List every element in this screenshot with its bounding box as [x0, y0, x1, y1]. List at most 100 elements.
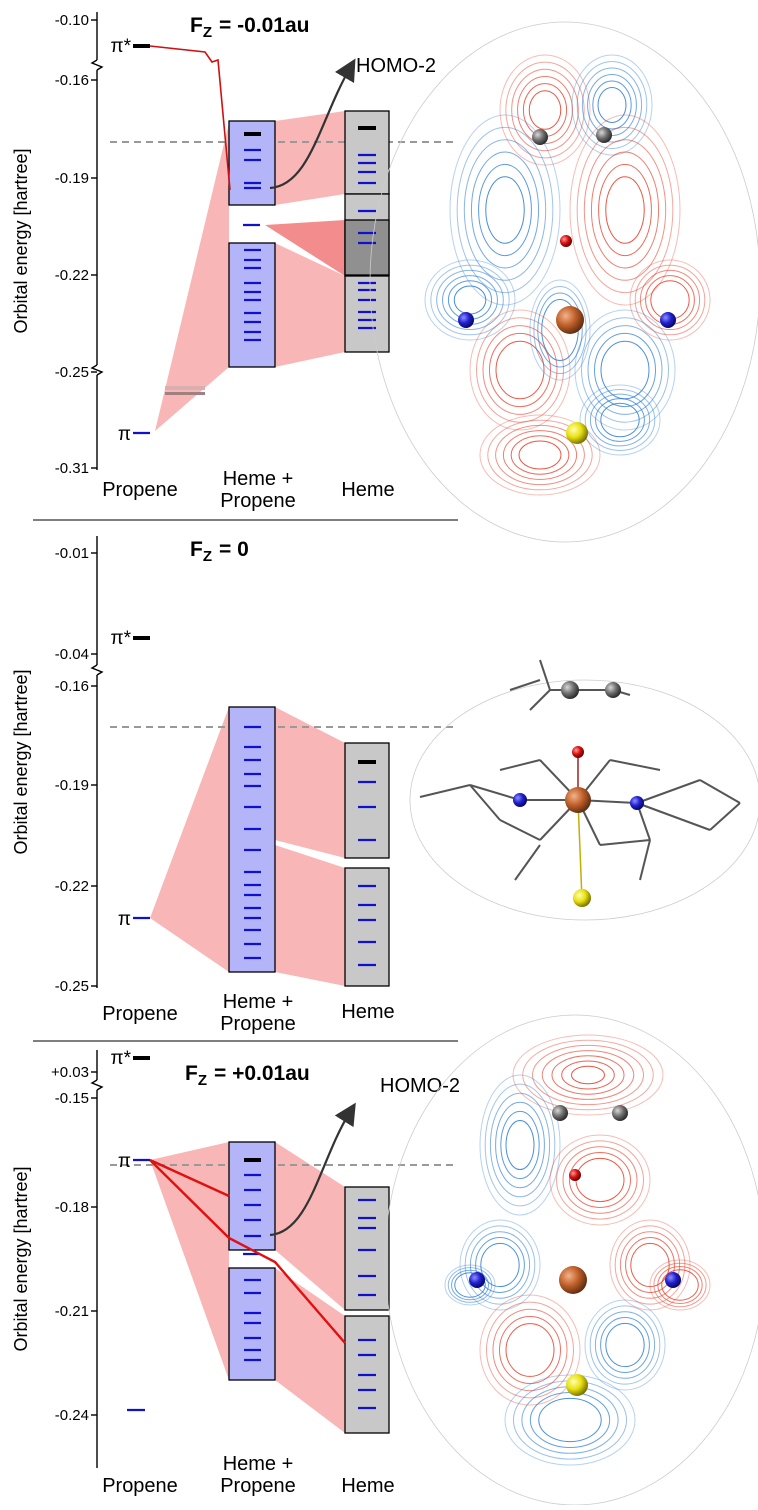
y-axis-label: Orbital energy [hartree] — [11, 148, 31, 333]
axis-break — [92, 60, 102, 70]
contour — [588, 75, 637, 136]
atom — [566, 1374, 588, 1396]
atom — [569, 1169, 581, 1181]
category-label: Heme — [341, 1475, 394, 1497]
energy-panel: π*π-0.01-0.04-0.16-0.19-0.22-0.25Orbital… — [11, 536, 458, 1035]
contour — [529, 91, 561, 130]
heme-box-dark — [345, 220, 389, 275]
contour — [519, 441, 561, 469]
atom — [573, 889, 591, 907]
contour — [506, 1324, 554, 1377]
panel-title: FZ = -0.01au — [190, 14, 309, 41]
page: π*π-0.10-0.16-0.19-0.22-0.25-0.31Orbital… — [0, 0, 758, 1505]
atom — [665, 1272, 681, 1288]
bond — [610, 760, 660, 770]
contour — [496, 1102, 545, 1187]
atom — [559, 1266, 587, 1294]
atom — [552, 1105, 568, 1121]
contour — [542, 1051, 634, 1100]
contour — [582, 68, 641, 142]
structure — [410, 660, 758, 920]
figure: π*π-0.10-0.16-0.19-0.22-0.25-0.31Orbital… — [0, 0, 758, 1505]
contour — [595, 1312, 654, 1379]
contour — [506, 1121, 534, 1170]
correlation-region — [275, 845, 345, 986]
bond — [500, 820, 540, 840]
atom — [560, 235, 572, 247]
y-tick-label: -0.25 — [55, 364, 89, 381]
y-tick-label: -0.22 — [55, 878, 89, 895]
y-axis-label: Orbital energy [hartree] — [11, 1166, 31, 1351]
contour — [479, 164, 532, 255]
atom — [605, 682, 621, 698]
bond — [700, 780, 740, 803]
atom — [566, 422, 588, 444]
contour — [530, 1393, 609, 1448]
title-value: = -0.01au — [219, 14, 309, 37]
contour — [570, 1153, 631, 1208]
correlation-line — [150, 46, 230, 190]
contour — [470, 310, 570, 430]
contour — [480, 1295, 580, 1405]
title-value: = +0.01au — [214, 1062, 310, 1085]
atom — [572, 746, 584, 758]
title-subscript: Z — [203, 24, 212, 41]
bond — [710, 803, 740, 830]
contour — [511, 436, 569, 474]
contour — [595, 333, 656, 406]
contour — [530, 280, 590, 380]
contour — [486, 177, 525, 244]
bond — [540, 660, 550, 690]
contour — [464, 140, 545, 281]
level-label: π — [118, 424, 131, 445]
category-label: Heme — [341, 1001, 394, 1023]
y-axis-label: Orbital energy [hartree] — [11, 669, 31, 854]
y-tick-label: -0.16 — [55, 678, 89, 695]
contour — [590, 394, 649, 446]
axis-break — [92, 1080, 102, 1090]
level-label: π* — [110, 36, 131, 57]
contour — [522, 1387, 618, 1454]
band-marker — [165, 386, 205, 390]
category-label: Propene — [102, 479, 178, 501]
contour — [591, 152, 658, 268]
y-tick-label: -0.25 — [55, 978, 89, 995]
contour — [601, 1318, 650, 1373]
y-tick-label: -0.19 — [55, 170, 89, 187]
axis-break — [92, 665, 102, 675]
contour — [601, 403, 639, 437]
correlation-region — [150, 707, 229, 972]
band-marker — [165, 392, 205, 395]
atom — [561, 681, 579, 699]
annotation: HOMO-2 — [356, 55, 436, 77]
category-label: Heme — [341, 479, 394, 501]
title-subscript: Z — [198, 1072, 207, 1089]
panel-title: FZ= 0 — [190, 538, 249, 565]
contour — [513, 1035, 663, 1115]
y-tick-label: -0.22 — [55, 267, 89, 284]
y-tick-label: -0.21 — [55, 1303, 89, 1320]
y-tick-label: -0.15 — [55, 1090, 89, 1107]
level-label: π* — [110, 628, 131, 649]
axis-break — [92, 365, 102, 375]
contour — [576, 1158, 624, 1201]
atom — [458, 312, 474, 328]
panel-title: FZ= +0.01au — [185, 1062, 310, 1089]
title-symbol: F — [190, 14, 203, 37]
atom — [660, 312, 676, 328]
atom — [612, 1105, 628, 1121]
correlation-region — [155, 123, 229, 431]
contour — [606, 1323, 644, 1366]
y-tick-label: -0.31 — [55, 460, 89, 477]
contour — [503, 431, 576, 480]
heme-box — [345, 276, 389, 352]
contour — [584, 140, 665, 281]
heme-box — [345, 1187, 389, 1310]
atom — [556, 306, 584, 334]
contour — [523, 84, 566, 137]
energy-panel: π*π+0.03-0.15-0.18-0.21-0.24Orbital ener… — [11, 1048, 460, 1497]
category-label: Heme + — [223, 1453, 294, 1475]
bond — [637, 803, 710, 830]
contour — [483, 326, 557, 415]
bond — [515, 845, 540, 880]
